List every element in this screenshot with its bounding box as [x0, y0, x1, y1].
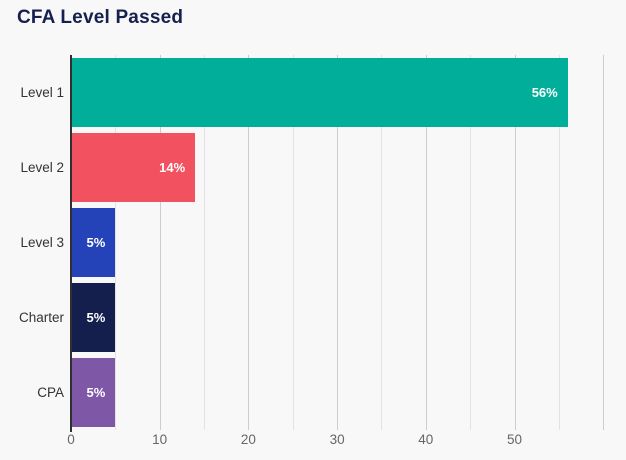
bar-row: 56% [71, 55, 614, 130]
x-tick-label: 30 [329, 432, 345, 447]
gridline [159, 55, 161, 430]
x-tick-label: 50 [506, 432, 523, 447]
bar-level-1[interactable]: 56% [71, 58, 568, 127]
x-axis-ticks: 0 10 20 30 40 50 [67, 432, 614, 452]
bar-row: 5% [71, 280, 614, 355]
x-tick-label: 10 [152, 432, 168, 447]
x-tick-label: 40 [418, 432, 434, 447]
gridline [248, 55, 250, 430]
bar-row: 5% [71, 205, 614, 280]
gridline [337, 55, 339, 430]
category-label-cpa: CPA [37, 385, 64, 400]
category-label-charter: Charter [18, 310, 64, 325]
x-tick-label: 0 [67, 432, 75, 447]
gridline [514, 55, 516, 430]
data-label: 5% [86, 310, 106, 325]
bar-row: 14% [71, 130, 614, 205]
category-label-level-1: Level 1 [20, 85, 64, 100]
gridline [204, 55, 206, 430]
bar-cpa[interactable]: 5% [71, 358, 116, 427]
data-label: 14% [159, 160, 186, 175]
gridline [425, 55, 427, 430]
y-axis-line [70, 55, 72, 432]
gridline [115, 55, 117, 430]
bar-charter[interactable]: 5% [71, 283, 116, 352]
x-tick-label: 20 [240, 432, 256, 447]
category-label-level-2: Level 2 [20, 160, 64, 175]
data-label: 5% [86, 235, 106, 250]
gridline [292, 55, 294, 430]
gridline [470, 55, 472, 430]
gridline [558, 55, 560, 430]
bar-row: 5% [71, 355, 614, 430]
plot-area: 56% 14% 5% 5% 5% [71, 55, 614, 430]
category-label-level-3: Level 3 [20, 235, 64, 250]
bar-level-3[interactable]: 5% [71, 208, 116, 277]
category-labels: Level 1 Level 2 Level 3 Charter CPA [0, 55, 64, 430]
bar-level-2[interactable]: 14% [71, 133, 196, 202]
data-label: 56% [531, 85, 558, 100]
gridline [381, 55, 383, 430]
data-label: 5% [86, 385, 106, 400]
chart-title: CFA Level Passed [17, 7, 184, 28]
gridline [603, 55, 605, 430]
